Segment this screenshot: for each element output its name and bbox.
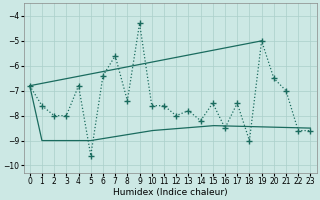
X-axis label: Humidex (Indice chaleur): Humidex (Indice chaleur) <box>113 188 228 197</box>
